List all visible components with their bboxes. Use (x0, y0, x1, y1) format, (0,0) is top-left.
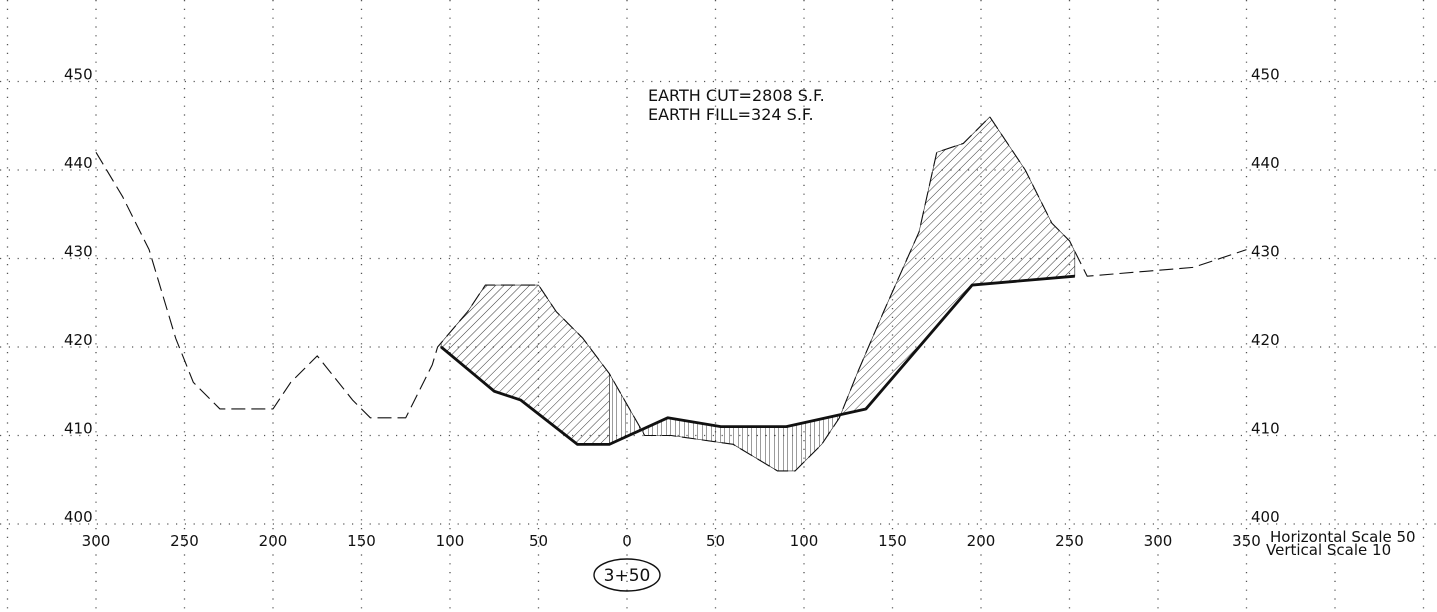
elevation-tick-label-right: 450 (1251, 66, 1280, 84)
offset-tick-label: 250 (170, 532, 199, 550)
offset-tick-label: 0 (622, 532, 632, 550)
elevation-tick-label-left: 430 (64, 243, 93, 261)
offset-tick-label: 200 (967, 532, 996, 550)
earth-fill-label: EARTH FILL=324 S.F. (648, 105, 814, 124)
elevation-tick-label-right: 410 (1251, 420, 1280, 438)
offset-tick-label: 150 (878, 532, 907, 550)
proposed-grade-line (440, 274, 1075, 446)
elevation-tick-label-right: 400 (1251, 508, 1280, 526)
horizontal-scale-label: Horizontal Scale 50 (1270, 528, 1416, 546)
station-label: 3+50 (604, 566, 651, 586)
offset-tick-label: 200 (259, 532, 288, 550)
elevation-tick-label-right: 420 (1251, 331, 1280, 349)
vertical-scale-label: Vertical Scale 10 (1266, 541, 1391, 559)
offset-axis-labels: 300 250 200 150 100 50 0 50 100 150 200 250 300 350 (82, 532, 1261, 550)
earth-cut-label: EARTH CUT=2808 S.F. (648, 86, 825, 105)
station-ellipse (593, 558, 661, 592)
elevation-tick-label-left: 450 (64, 66, 93, 84)
elevation-tick-label-left: 420 (64, 331, 93, 349)
offset-tick-label: 50 (706, 532, 725, 550)
offset-tick-label: 100 (436, 532, 465, 550)
elevation-tick-label-right: 440 (1251, 154, 1280, 172)
elevation-axis-labels: 450 450 440 440 430 430 420 420 410 410 400 400 (64, 66, 1280, 527)
elevation-tick-label-right: 430 (1251, 243, 1280, 261)
station-badge: 3+50 (593, 558, 661, 592)
offset-tick-label: 150 (347, 532, 376, 550)
offset-tick-label: 50 (529, 532, 548, 550)
offset-tick-label: 350 (1232, 532, 1261, 550)
existing-ground-line (95, 116, 1247, 472)
offset-tick-label: 100 (790, 532, 819, 550)
elevation-tick-label-left: 410 (64, 420, 93, 438)
offset-tick-label: 300 (82, 532, 111, 550)
offset-tick-label: 300 (1144, 532, 1173, 550)
elevation-tick-label-left: 440 (64, 154, 93, 172)
offset-tick-label: 250 (1055, 532, 1084, 550)
cut-area (839, 116, 1076, 418)
elevation-tick-label-left: 400 (64, 508, 93, 526)
profile-lines (95, 116, 1247, 472)
cut-area (440, 284, 610, 445)
